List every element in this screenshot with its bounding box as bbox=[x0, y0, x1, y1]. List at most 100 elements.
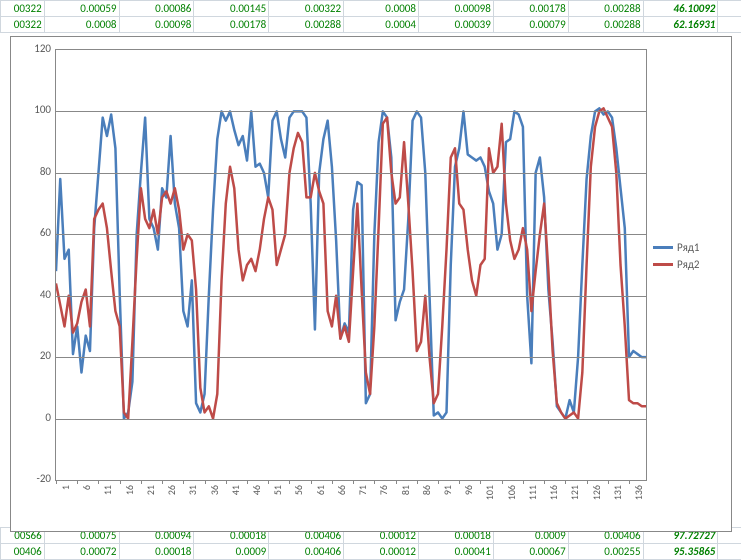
x-axis-label: 11 bbox=[101, 485, 114, 515]
cell[interactable]: 95.35865 bbox=[643, 544, 718, 560]
cell[interactable]: 0.00039 bbox=[418, 17, 493, 33]
series-line-1 bbox=[56, 108, 646, 418]
cell[interactable]: 0.00012 bbox=[344, 544, 419, 560]
x-axis-label: 16 bbox=[123, 485, 136, 515]
x-tick bbox=[183, 480, 184, 484]
cell[interactable]: 35. bbox=[718, 17, 741, 33]
legend-item-1: Ряд1 bbox=[653, 241, 725, 254]
gridline bbox=[56, 419, 646, 420]
x-axis-label: 121 bbox=[568, 485, 581, 515]
x-tick bbox=[544, 480, 545, 484]
y-axis-label: 40 bbox=[17, 288, 51, 301]
x-tick bbox=[459, 480, 460, 484]
x-axis-label: 136 bbox=[632, 485, 645, 515]
y-axis-label: 100 bbox=[17, 103, 51, 116]
cell[interactable]: 0.0008 bbox=[44, 17, 119, 33]
cell[interactable]: 00322 bbox=[1, 17, 45, 33]
x-axis-label: 26 bbox=[165, 485, 178, 515]
x-tick bbox=[247, 480, 248, 484]
cell[interactable]: 0.00059 bbox=[44, 1, 119, 17]
cell[interactable]: 44. bbox=[718, 1, 741, 17]
x-tick bbox=[289, 480, 290, 484]
x-axis-label: 106 bbox=[505, 485, 518, 515]
x-tick bbox=[268, 480, 269, 484]
cell[interactable]: 63. bbox=[718, 544, 741, 560]
cell[interactable]: 0.00288 bbox=[568, 17, 643, 33]
x-tick bbox=[480, 480, 481, 484]
x-tick bbox=[98, 480, 99, 484]
cell[interactable]: 0.0008 bbox=[344, 1, 419, 17]
cell[interactable]: 0.00255 bbox=[568, 544, 643, 560]
x-tick bbox=[629, 480, 630, 484]
x-axis-label: 21 bbox=[144, 485, 157, 515]
cell[interactable]: 0.00018 bbox=[119, 544, 194, 560]
x-tick bbox=[332, 480, 333, 484]
x-tick bbox=[396, 480, 397, 484]
gridline bbox=[56, 111, 646, 112]
x-axis-label: 71 bbox=[356, 485, 369, 515]
x-tick bbox=[311, 480, 312, 484]
legend-swatch-1 bbox=[653, 246, 673, 249]
cell[interactable]: 0.00041 bbox=[418, 544, 493, 560]
y-axis-label: 80 bbox=[17, 165, 51, 178]
legend-label-2: Ряд2 bbox=[677, 258, 700, 271]
cell[interactable]: 0.00067 bbox=[493, 544, 568, 560]
x-tick bbox=[565, 480, 566, 484]
y-axis-label: -20 bbox=[17, 472, 51, 485]
y-axis-label: 20 bbox=[17, 349, 51, 362]
x-axis-label: 56 bbox=[292, 485, 305, 515]
legend-swatch-2 bbox=[653, 263, 673, 266]
x-axis-label: 116 bbox=[547, 485, 560, 515]
x-tick bbox=[438, 480, 439, 484]
x-tick bbox=[141, 480, 142, 484]
cell[interactable]: 46.10092 bbox=[643, 1, 718, 17]
x-axis-label: 111 bbox=[526, 485, 539, 515]
x-tick bbox=[353, 480, 354, 484]
cell[interactable]: 0.00079 bbox=[493, 17, 568, 33]
x-axis-label: 6 bbox=[80, 485, 93, 515]
cell[interactable]: 0.00288 bbox=[269, 17, 344, 33]
cell[interactable]: 0.00145 bbox=[194, 1, 269, 17]
cell[interactable]: 0.00178 bbox=[194, 17, 269, 33]
y-axis-label: 120 bbox=[17, 42, 51, 55]
x-axis-label: 31 bbox=[186, 485, 199, 515]
x-tick bbox=[608, 480, 609, 484]
gridline bbox=[56, 357, 646, 358]
x-axis-label: 131 bbox=[611, 485, 624, 515]
cell[interactable]: 0.0004 bbox=[344, 17, 419, 33]
x-tick bbox=[205, 480, 206, 484]
x-axis-label: 46 bbox=[250, 485, 263, 515]
x-axis-label: 66 bbox=[335, 485, 348, 515]
cell[interactable]: 0.00406 bbox=[269, 544, 344, 560]
cell[interactable]: 0.00288 bbox=[568, 1, 643, 17]
x-tick bbox=[374, 480, 375, 484]
x-axis-label: 86 bbox=[420, 485, 433, 515]
cell[interactable]: 00406 bbox=[1, 544, 45, 560]
x-axis-label: 91 bbox=[441, 485, 454, 515]
cell[interactable]: 0.00322 bbox=[269, 1, 344, 17]
cell[interactable]: 0.00086 bbox=[119, 1, 194, 17]
x-axis-label: 41 bbox=[229, 485, 242, 515]
cell[interactable]: 0.00098 bbox=[418, 1, 493, 17]
gridline bbox=[56, 234, 646, 235]
cell[interactable]: 0.00178 bbox=[493, 1, 568, 17]
line-chart[interactable]: Ряд1 Ряд2 -20020406080100120161116212631… bbox=[10, 36, 732, 532]
x-axis-label: 81 bbox=[399, 485, 412, 515]
x-axis-label: 96 bbox=[462, 485, 475, 515]
gridline bbox=[56, 296, 646, 297]
cell[interactable]: 62.16931 bbox=[643, 17, 718, 33]
x-tick bbox=[77, 480, 78, 484]
legend-item-2: Ряд2 bbox=[653, 258, 725, 271]
x-axis-label: 1 bbox=[59, 485, 72, 515]
x-axis-label: 51 bbox=[271, 485, 284, 515]
cell[interactable]: 0.0009 bbox=[194, 544, 269, 560]
cell[interactable]: 00322 bbox=[1, 1, 45, 17]
cell[interactable]: 0.00072 bbox=[44, 544, 119, 560]
legend: Ряд1 Ряд2 bbox=[653, 237, 725, 275]
x-tick bbox=[417, 480, 418, 484]
x-tick bbox=[502, 480, 503, 484]
x-tick bbox=[587, 480, 588, 484]
x-tick bbox=[120, 480, 121, 484]
sheet-top-rows: 003220.000590.000860.001450.003220.00080… bbox=[0, 0, 741, 33]
cell[interactable]: 0.00098 bbox=[119, 17, 194, 33]
